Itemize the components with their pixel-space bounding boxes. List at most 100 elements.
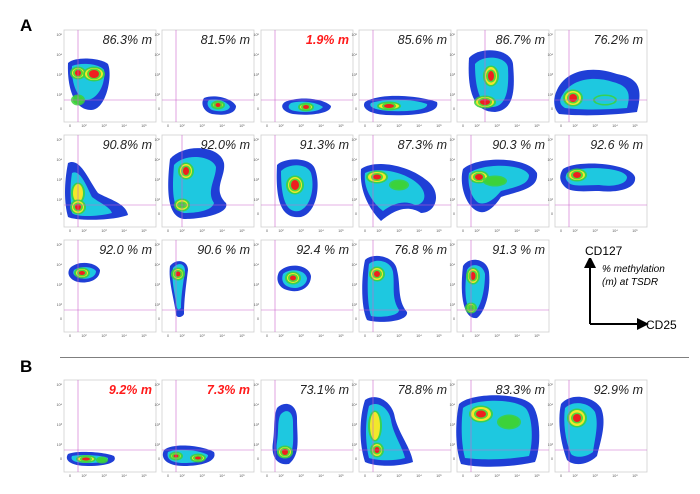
x-tick-label: 10² xyxy=(278,474,284,478)
y-tick-label: 10² xyxy=(57,443,63,447)
x-tick-label: 10³ xyxy=(101,334,107,338)
x-tick-label: 0 xyxy=(167,229,169,233)
x-tick-label: 10⁵ xyxy=(141,334,147,338)
panel-letter-a: A xyxy=(20,16,33,35)
methylation-label: 92.4 % m xyxy=(296,243,349,257)
x-tick-label: 0 xyxy=(364,474,366,478)
methylation-label: 90.6 % m xyxy=(197,243,250,257)
x-tick-label: 10⁵ xyxy=(632,474,638,478)
flow-plot-a12: 10⁵ 10⁴ 10³ 10² 0 0 10² 10³ 10⁴ 10⁵ 92.6 % m xyxy=(547,133,649,239)
flow-plot-a10: 10⁵ 10⁴ 10³ 10² 0 0 10² 10³ 10⁴ 10⁵ 87.3% m xyxy=(351,133,453,239)
y-tick-label: 10⁴ xyxy=(449,158,455,162)
x-tick-label: 10³ xyxy=(592,474,598,478)
y-tick-label: 10³ xyxy=(254,178,260,182)
y-tick-label: 10⁵ xyxy=(450,138,456,142)
y-tick-label: 10² xyxy=(254,93,260,97)
flow-density-plot: 10⁵ 10⁴ 10³ 10² 0 0 10² 10³ 10⁴ 10⁵ xyxy=(547,379,648,478)
x-tick-label: 10³ xyxy=(199,124,205,128)
flow-plot-a6: 10⁵ 10⁴ 10³ 10² 0 0 10² 10³ 10⁴ 10⁵ 76.2% m xyxy=(547,28,649,134)
x-tick-label: 10² xyxy=(474,124,480,128)
flow-plot-b3: 10⁵ 10⁴ 10³ 10² 0 0 10² 10³ 10⁴ 10⁵ 73.1% m xyxy=(253,378,355,484)
x-tick-label: 0 xyxy=(364,334,366,338)
density-core xyxy=(290,275,296,281)
methylation-label: 73.1% m xyxy=(299,383,349,397)
density-core xyxy=(303,105,309,109)
y-tick-label: 10⁴ xyxy=(56,53,62,57)
flow-density-plot: 10⁵ 10⁴ 10³ 10² 0 0 10² 10³ 10⁴ 10⁵ xyxy=(449,134,550,233)
x-tick-label: 10² xyxy=(572,124,578,128)
y-tick-label: 10² xyxy=(57,93,63,97)
x-tick-label: 10⁵ xyxy=(141,474,147,478)
y-tick-label: 10² xyxy=(548,198,554,202)
x-tick-label: 10³ xyxy=(494,474,500,478)
density-core xyxy=(82,457,90,461)
y-tick-label: 10³ xyxy=(155,283,161,287)
y-tick-label: 10² xyxy=(352,93,358,97)
x-tick-label: 0 xyxy=(364,124,366,128)
y-tick-label: 10² xyxy=(352,198,358,202)
x-tick-label: 10² xyxy=(572,229,578,233)
methylation-label: 83.3% m xyxy=(495,383,545,397)
x-tick-label: 0 xyxy=(69,334,71,338)
x-tick-label: 0 xyxy=(69,124,71,128)
methylation-label: 87.3% m xyxy=(397,138,447,152)
y-tick-label: 0 xyxy=(158,107,160,111)
flow-density-plot: 10⁵ 10⁴ 10³ 10² 0 0 10² 10³ 10⁴ 10⁵ xyxy=(449,29,550,128)
y-tick-label: 10² xyxy=(155,303,161,307)
y-tick-label: 10⁵ xyxy=(450,33,456,37)
methylation-label: 92.9% m xyxy=(593,383,643,397)
x-tick-label: 10² xyxy=(81,334,87,338)
y-tick-label: 10⁴ xyxy=(56,158,62,162)
y-tick-label: 10⁵ xyxy=(352,243,358,247)
x-tick-label: 10² xyxy=(81,474,87,478)
x-tick-label: 10² xyxy=(278,334,284,338)
y-tick-label: 10⁴ xyxy=(154,53,160,57)
x-tick-label: 10² xyxy=(474,334,480,338)
x-tick-label: 10⁵ xyxy=(534,474,540,478)
y-tick-label: 10⁴ xyxy=(351,158,357,162)
y-tick-label: 10³ xyxy=(548,423,554,427)
x-tick-label: 10³ xyxy=(298,334,304,338)
y-tick-label: 10² xyxy=(548,93,554,97)
y-tick-label: 10⁴ xyxy=(253,53,259,57)
x-tick-label: 10⁴ xyxy=(318,334,324,338)
x-tick-label: 10⁵ xyxy=(239,124,245,128)
x-tick-label: 10⁴ xyxy=(121,334,127,338)
methylation-label: 92.0% m xyxy=(200,138,250,152)
flow-density-plot: 10⁵ 10⁴ 10³ 10² 0 0 10² 10³ 10⁴ 10⁵ xyxy=(154,29,255,128)
methylation-label: 85.6% m xyxy=(397,33,447,47)
y-tick-label: 10⁵ xyxy=(254,33,260,37)
y-tick-label: 10⁴ xyxy=(547,158,553,162)
y-tick-label: 10² xyxy=(352,443,358,447)
y-tick-label: 10⁴ xyxy=(351,263,357,267)
y-tick-label: 10³ xyxy=(548,73,554,77)
x-tick-label: 10⁴ xyxy=(121,124,127,128)
flow-plot-a7: 10⁵ 10⁴ 10³ 10² 0 0 10² 10³ 10⁴ 10⁵ 90.8% m xyxy=(56,133,158,239)
methylation-label: 76.8 % m xyxy=(394,243,447,257)
y-tick-label: 10² xyxy=(548,443,554,447)
x-tick-label: 10³ xyxy=(298,229,304,233)
x-tick-label: 10² xyxy=(376,474,382,478)
x-tick-label: 0 xyxy=(69,229,71,233)
flow-plot-a3: 10⁵ 10⁴ 10³ 10² 0 0 10² 10³ 10⁴ 10⁵ 1.9% m xyxy=(253,28,355,134)
flow-density-plot: 10⁵ 10⁴ 10³ 10² 0 0 10² 10³ 10⁴ 10⁵ xyxy=(351,239,452,338)
density-core xyxy=(470,272,476,280)
x-tick-label: 0 xyxy=(560,229,562,233)
x-tick-label: 10² xyxy=(179,474,185,478)
x-tick-label: 10⁵ xyxy=(338,124,344,128)
x-tick-label: 0 xyxy=(462,229,464,233)
legend-note-line2: (m) at TSDR xyxy=(602,277,659,288)
flow-density-plot: 10⁵ 10⁴ 10³ 10² 0 0 10² 10³ 10⁴ 10⁵ xyxy=(547,29,648,128)
y-tick-label: 10⁴ xyxy=(154,263,160,267)
y-tick-label: 0 xyxy=(158,212,160,216)
y-tick-label: 10⁵ xyxy=(548,33,554,37)
flow-plot-a8: 10⁵ 10⁴ 10³ 10² 0 0 10² 10³ 10⁴ 10⁵ 92.0% m xyxy=(154,133,256,239)
x-tick-label: 10⁵ xyxy=(436,474,442,478)
panel-letter-b: B xyxy=(20,357,33,376)
x-tick-label: 10⁵ xyxy=(239,474,245,478)
x-tick-label: 10⁴ xyxy=(318,124,324,128)
density-core xyxy=(475,174,483,180)
methylation-label: 91.3% m xyxy=(299,138,349,152)
density-core xyxy=(89,70,99,78)
y-tick-label: 10⁵ xyxy=(450,243,456,247)
